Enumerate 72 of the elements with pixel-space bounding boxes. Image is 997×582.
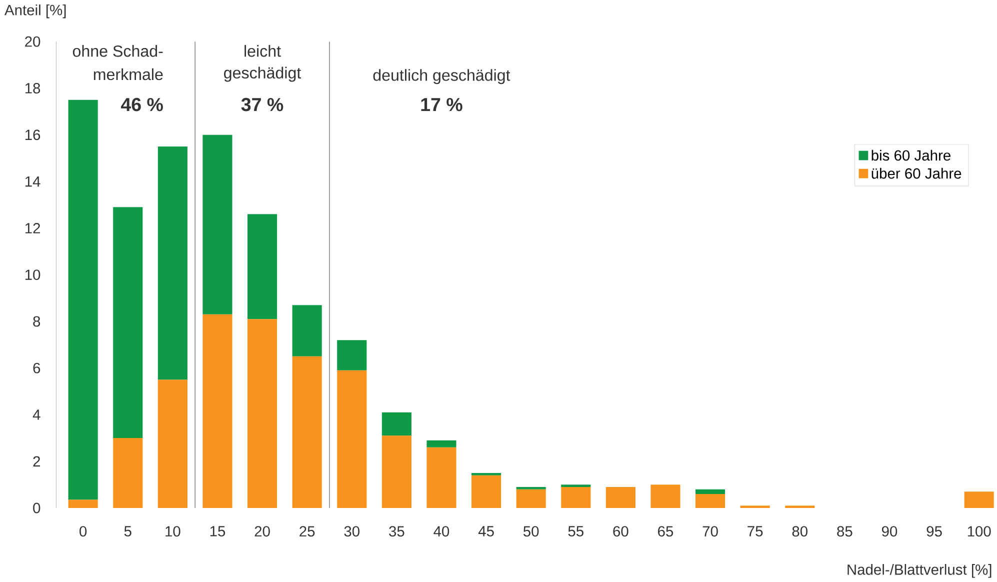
bar <box>337 370 367 508</box>
bar <box>561 486 591 508</box>
y-tick-label: 10 <box>25 269 40 280</box>
bar <box>247 214 278 319</box>
x-tick-label: 85 <box>837 526 852 536</box>
bar <box>68 500 98 508</box>
x-tick-label: 45 <box>478 526 494 536</box>
x-tick-label: 60 <box>613 526 628 536</box>
y-tick-label: 20 <box>25 36 40 47</box>
bar <box>247 318 278 508</box>
bar <box>113 207 143 438</box>
x-tick-label: 90 <box>882 526 898 536</box>
x-tick-label: 25 <box>300 526 315 536</box>
legend-label: bis 60 Jahre <box>872 150 950 161</box>
y-tick-label: 4 <box>32 410 40 420</box>
x-tick-label: 75 <box>748 526 763 536</box>
y-tick-label: 18 <box>25 82 40 94</box>
bar <box>516 486 546 490</box>
x-tick-label: 55 <box>568 526 584 536</box>
x-tick-label: 80 <box>792 526 808 536</box>
y-tick-label: 16 <box>25 130 40 140</box>
bar <box>337 340 367 370</box>
annotation: 17 % <box>421 98 462 112</box>
annotation: geschädigt <box>224 66 302 82</box>
bar <box>426 440 456 448</box>
annotation: deutlich geschädigt <box>373 68 510 84</box>
annotation: merkmale <box>94 68 163 80</box>
x-tick-label: 50 <box>523 526 539 536</box>
bar <box>471 475 502 508</box>
bar <box>516 489 546 508</box>
annotation: 37 % <box>241 98 284 112</box>
annotation: leicht <box>244 44 281 57</box>
x-tick-label: 40 <box>434 526 450 536</box>
bar <box>158 380 188 508</box>
y-axis-title: Anteil [%] <box>4 4 66 18</box>
bar <box>382 412 412 436</box>
y-tick-label: 0 <box>33 502 40 514</box>
y-tick-label: 8 <box>33 316 40 327</box>
bar <box>471 472 502 476</box>
bar <box>695 494 726 508</box>
bar <box>158 146 188 380</box>
x-tick-label: 65 <box>658 526 674 536</box>
bar <box>202 134 232 314</box>
y-tick-label: 12 <box>25 222 40 234</box>
bar <box>426 447 456 508</box>
x-tick-label: 0 <box>80 526 87 536</box>
x-tick-label: 30 <box>344 526 360 536</box>
bar <box>202 314 232 508</box>
bar <box>964 492 994 508</box>
y-tick-label: 14 <box>25 176 40 186</box>
x-tick-label: 5 <box>124 526 132 536</box>
annotation: 46 % <box>120 98 163 112</box>
x-tick-label: 35 <box>389 526 404 536</box>
x-tick-label: 10 <box>166 526 180 536</box>
bar <box>292 356 322 508</box>
bar <box>695 489 726 494</box>
annotation: ohne Schad- <box>72 44 163 57</box>
y-tick-label: 2 <box>33 456 40 466</box>
bar <box>650 484 680 508</box>
x-tick-label: 70 <box>702 526 718 536</box>
bar <box>606 486 636 508</box>
bar <box>382 436 412 508</box>
legend-label: über 60 Jahre <box>872 168 962 179</box>
y-tick-label: 6 <box>33 362 40 374</box>
bar <box>292 304 322 356</box>
x-tick-label: 100 <box>968 526 991 536</box>
bar <box>113 438 143 508</box>
bar <box>68 100 98 500</box>
x-tick-label: 95 <box>926 526 942 536</box>
x-tick-label: 20 <box>254 526 270 536</box>
x-axis-title: Nadel-/Blattverlust [%] <box>848 564 992 578</box>
x-tick-label: 15 <box>210 526 226 536</box>
